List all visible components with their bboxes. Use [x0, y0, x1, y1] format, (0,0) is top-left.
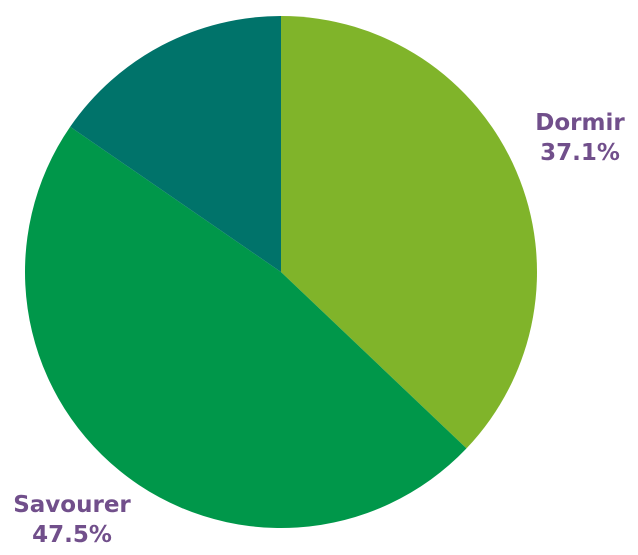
slice-label: Dormir — [535, 110, 625, 136]
pie-slice — [281, 16, 537, 449]
slice-label: Savourer — [13, 492, 131, 518]
slice-value-label: 47.5% — [32, 522, 112, 548]
pie-slice — [25, 126, 467, 528]
pie-slice — [70, 16, 281, 272]
slice-value-label: 37.1% — [540, 140, 620, 166]
